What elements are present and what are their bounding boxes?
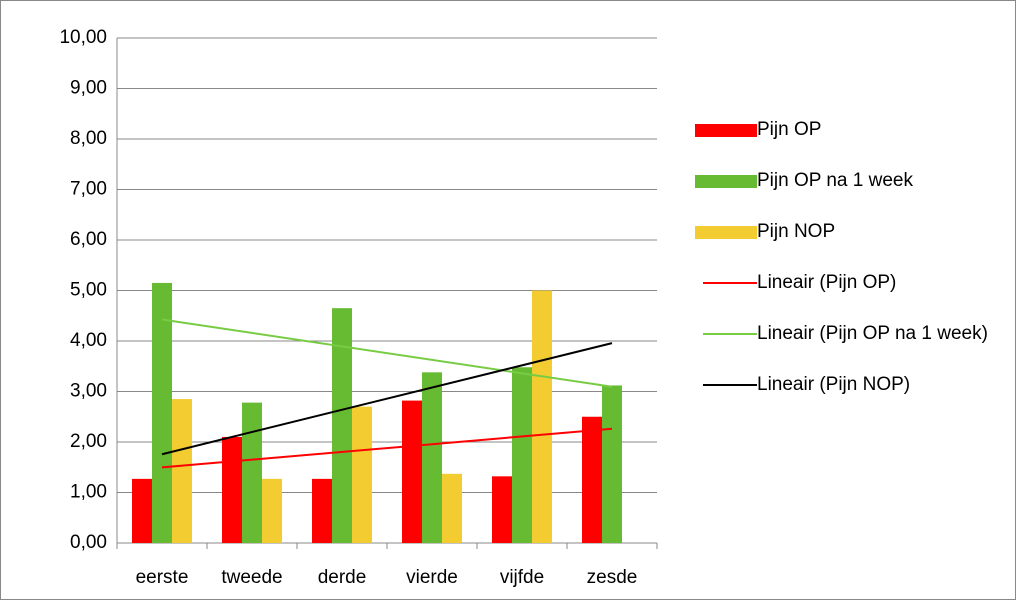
- legend-label: Lineair (Pijn OP na 1 week): [757, 323, 988, 344]
- bar: [242, 402, 262, 543]
- bar: [532, 290, 552, 543]
- y-tick-label: 1,00: [70, 482, 107, 503]
- legend-label: Pijn OP: [757, 119, 822, 140]
- bar: [602, 385, 622, 543]
- legend-item: Pijn NOP: [695, 221, 1007, 245]
- legend-key: [695, 272, 757, 294]
- bar: [582, 416, 602, 543]
- legend-item: Lineair (Pijn NOP): [695, 374, 1007, 398]
- y-tick-label: 8,00: [70, 128, 107, 149]
- x-tick-label: tweede: [221, 567, 282, 588]
- x-tick-label: zesde: [587, 567, 638, 588]
- bar: [312, 478, 332, 543]
- y-tick-label: 4,00: [70, 330, 107, 351]
- legend-label: Lineair (Pijn NOP): [757, 374, 911, 395]
- y-tick-label: 5,00: [70, 280, 107, 301]
- trendline: [161, 427, 613, 469]
- legend-item: Pijn OP: [695, 119, 1007, 143]
- y-tick-label: 2,00: [70, 431, 107, 452]
- legend-key: [695, 170, 757, 192]
- x-tick-label: vijfde: [500, 567, 544, 588]
- y-tick-label: 6,00: [70, 229, 107, 250]
- bar: [442, 473, 462, 543]
- legend-key: [695, 323, 757, 345]
- legend-item: Lineair (Pijn OP): [695, 272, 1007, 296]
- legend-label: Pijn OP na 1 week: [757, 170, 913, 191]
- trendline: [161, 318, 613, 388]
- legend-item: Pijn OP na 1 week: [695, 170, 1007, 194]
- bar: [132, 478, 152, 543]
- bar: [422, 372, 442, 543]
- bar: [172, 399, 192, 543]
- bar: [222, 436, 242, 543]
- legend-key: [695, 374, 757, 396]
- bar: [262, 478, 282, 543]
- y-tick-label: 7,00: [70, 179, 107, 200]
- bar: [402, 400, 422, 543]
- bar: [352, 406, 372, 543]
- legend-label: Lineair (Pijn OP): [757, 272, 897, 293]
- trendline: [161, 342, 613, 456]
- y-tick-label: 0,00: [70, 532, 107, 553]
- x-tick-label: eerste: [136, 567, 189, 588]
- legend-item: Lineair (Pijn OP na 1 week): [695, 323, 1007, 347]
- bar: [152, 282, 172, 543]
- y-tick-label: 3,00: [70, 381, 107, 402]
- legend-key: [695, 221, 757, 243]
- bar: [512, 367, 532, 543]
- bar: [492, 476, 512, 543]
- y-tick-label: 10,00: [59, 27, 107, 48]
- y-tick-label: 9,00: [70, 78, 107, 99]
- bar: [332, 308, 352, 543]
- legend-key: [695, 119, 757, 141]
- x-tick-label: vierde: [406, 567, 458, 588]
- legend-label: Pijn NOP: [757, 221, 836, 242]
- x-tick-label: derde: [318, 567, 367, 588]
